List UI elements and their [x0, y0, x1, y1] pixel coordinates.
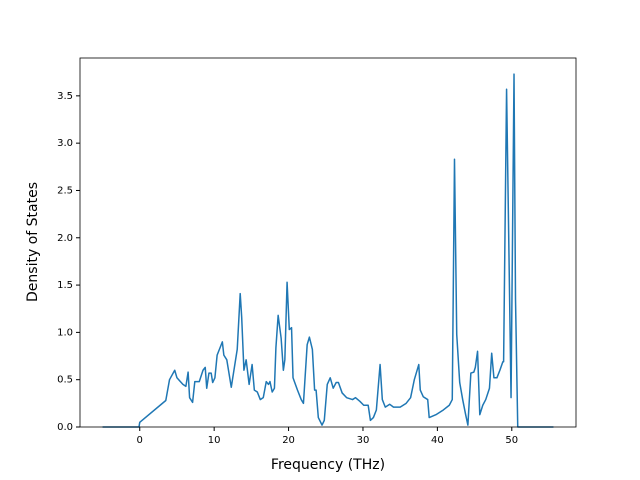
x-axis-label: Frequency (THz): [271, 457, 385, 473]
y-tick-label: 3.5: [57, 91, 73, 102]
plot-frame: [79, 57, 577, 428]
x-tick-label: 50: [505, 435, 518, 446]
y-tick-label: 0.0: [57, 422, 73, 433]
y-tick-label: 2.0: [57, 233, 73, 244]
y-axis-label: Density of States: [25, 182, 41, 302]
y-tick-label: 1.0: [57, 327, 73, 338]
x-tick-label: 10: [208, 435, 221, 446]
y-tick-label: 1.5: [57, 280, 73, 291]
x-tick-label: 30: [357, 435, 370, 446]
y-tick-label: 3.0: [57, 138, 73, 149]
x-tick-label: 40: [431, 435, 444, 446]
line-series: [102, 73, 554, 428]
x-tick-label: 0: [137, 435, 143, 446]
y-tick-label: 2.5: [57, 185, 73, 196]
x-tick-label: 20: [282, 435, 295, 446]
y-tick-label: 0.5: [57, 375, 73, 386]
